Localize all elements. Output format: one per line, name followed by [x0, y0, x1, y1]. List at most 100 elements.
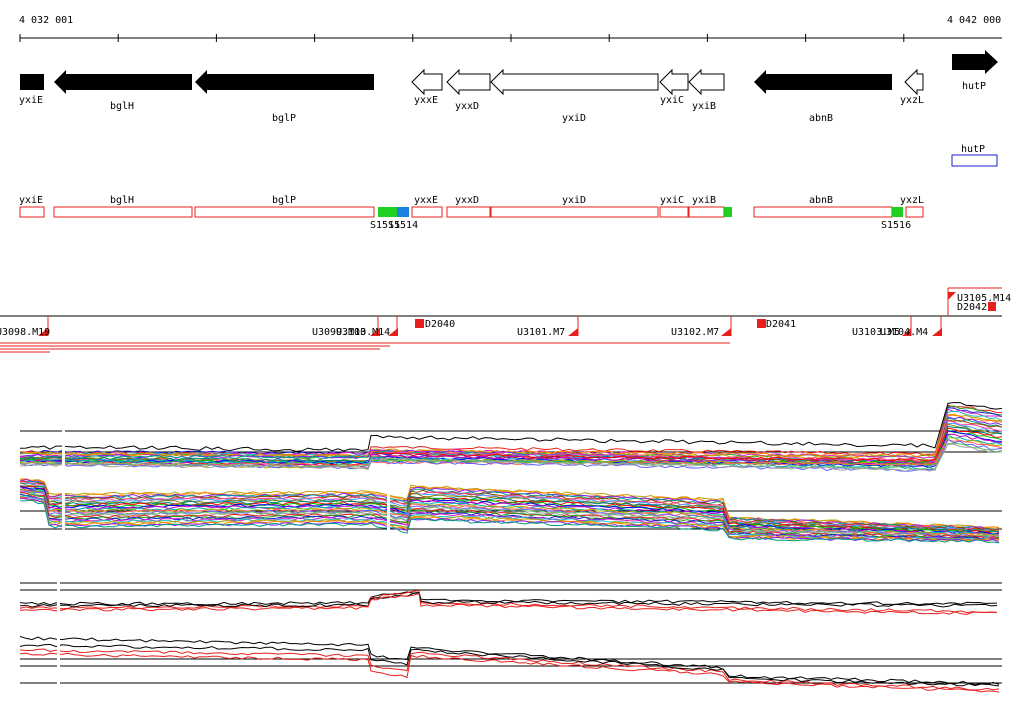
- segment-green-3[interactable]: [892, 207, 903, 217]
- tu-marker-d2041[interactable]: [757, 319, 766, 328]
- gene-arrow-abnb[interactable]: [754, 70, 892, 94]
- tu-label-u3103: U3103.M5: [852, 327, 900, 338]
- gene-arrow-yxxd[interactable]: [446, 68, 491, 96]
- expression-trace: [19, 439, 1003, 467]
- expression-trace: [19, 590, 998, 614]
- tu-marker-7[interactable]: [932, 328, 942, 336]
- tu-label-u3102: U3102.M7: [671, 327, 719, 338]
- expression-trace: [19, 414, 1003, 458]
- expression-trace: [19, 405, 1003, 460]
- cds-label-bglp: bglP: [272, 195, 296, 206]
- gene-label-abnb: abnB: [809, 113, 833, 124]
- pair-expression-traces: [19, 590, 1000, 693]
- cds-label-yxxd: yxxD: [455, 195, 479, 206]
- tu-label-u3100: U3100.M14: [336, 327, 390, 338]
- expression-trace: [19, 443, 1003, 472]
- gene-label-hutp: hutP: [962, 81, 986, 92]
- gene-track: yxiE bglH bglP yxxE yxxD yxiD yxiC yxiB …: [19, 50, 998, 124]
- expression-panel-multi: [19, 402, 1003, 544]
- tu-marker-5[interactable]: [721, 328, 731, 336]
- cds-box-yxic[interactable]: [659, 206, 689, 218]
- gene-arrow-hutp[interactable]: [952, 50, 998, 74]
- tu-marker-4[interactable]: [568, 328, 578, 336]
- expression-trace: [19, 592, 998, 608]
- cds-box-bglh[interactable]: [53, 206, 193, 218]
- expression-trace: [19, 648, 1000, 691]
- gene-label-bglh: bglH: [110, 101, 134, 112]
- cds-label-yxzl: yxzL: [900, 195, 924, 206]
- cds-box-yxie[interactable]: [19, 206, 45, 218]
- expression-trace: [19, 499, 1000, 544]
- expression-trace: [19, 433, 1003, 468]
- segment-green-2[interactable]: [724, 207, 732, 217]
- gene-arrow-bglp[interactable]: [195, 70, 374, 94]
- gene-arrow-yxie[interactable]: [20, 74, 44, 90]
- coordinate-ruler: 4 032 001 4 042 000: [19, 15, 1002, 42]
- gene-arrow-yxzl[interactable]: [904, 68, 924, 96]
- transcript-track: U3098.M19 U3099.M13 U3100.M14 D2040 U310…: [0, 287, 1011, 353]
- panel1-gap-2: [387, 478, 390, 533]
- gene-arrow-yxxe[interactable]: [411, 68, 443, 96]
- gene-label-bglp: bglP: [272, 113, 296, 124]
- gene-arrow-yxid[interactable]: [490, 68, 659, 96]
- cds-label-yxid: yxiD: [562, 195, 586, 206]
- gene-label-yxxe: yxxE: [414, 95, 438, 106]
- expression-trace: [19, 478, 1000, 530]
- expression-trace: [19, 652, 1000, 693]
- cds-label-abnb: abnB: [809, 195, 833, 206]
- cds-label-yxic: yxiC: [660, 195, 684, 206]
- panel1-gap: [62, 428, 65, 533]
- tu-label-u3098: U3098.M19: [0, 327, 50, 338]
- tu-marker-8[interactable]: [948, 292, 956, 300]
- feature-label-s1516: S1516: [881, 220, 911, 231]
- gene-label-yxic: yxiC: [660, 95, 684, 106]
- expression-trace: [19, 408, 1003, 459]
- hutp-feature: hutP: [951, 144, 998, 167]
- cds-box-yxxe[interactable]: [411, 206, 443, 218]
- tu-label-d2040: D2040: [425, 319, 455, 330]
- cds-box-yxid[interactable]: [490, 206, 659, 218]
- expression-panel-pair: [19, 580, 1002, 693]
- panel2-gap: [57, 580, 60, 686]
- ruler-start-label: 4 032 001: [19, 15, 73, 26]
- tu-marker-d2040[interactable]: [415, 319, 424, 328]
- expression-trace: [19, 643, 1000, 687]
- feature-label-s1514: S1514: [388, 220, 418, 231]
- segment-blue-1[interactable]: [397, 207, 409, 217]
- cds-box-yxib[interactable]: [688, 206, 725, 218]
- segment-green-1[interactable]: [378, 207, 397, 217]
- gene-label-yxie: yxiE: [19, 95, 43, 106]
- tu-marker-d2042[interactable]: [988, 302, 996, 311]
- cds-box-yxzl[interactable]: [905, 206, 924, 218]
- expression-trace: [19, 482, 1000, 533]
- tu-marker-1[interactable]: [38, 328, 48, 336]
- expression-trace: [19, 491, 999, 538]
- ruler-end-label: 4 042 000: [947, 15, 1001, 26]
- expression-trace: [19, 493, 1000, 540]
- gene-arrow-yxib[interactable]: [688, 68, 725, 96]
- ruler-ticks: [19, 34, 905, 42]
- cds-label-yxie: yxiE: [19, 195, 43, 206]
- gene-label-yxib: yxiB: [692, 101, 716, 112]
- tu-marker-6[interactable]: [902, 328, 911, 336]
- gene-label-yxid: yxiD: [562, 113, 586, 124]
- cds-track: yxiE bglH bglP yxxE yxxD yxiD yxiC yxiB …: [19, 195, 924, 231]
- expression-trace: [19, 592, 997, 615]
- hutp-box[interactable]: [951, 154, 998, 167]
- tu-marker-3[interactable]: [388, 328, 398, 336]
- gene-arrow-bglh[interactable]: [54, 70, 192, 94]
- tu-label-u3099: U3099.M13: [312, 327, 366, 338]
- tu-marker-2[interactable]: [370, 328, 380, 336]
- expression-trace: [19, 478, 1000, 531]
- hutp-box-label: hutP: [961, 144, 985, 155]
- gene-label-yxzl: yxzL: [900, 95, 924, 106]
- cds-box-abnb[interactable]: [753, 206, 893, 218]
- gene-arrow-yxic[interactable]: [659, 68, 689, 96]
- cds-label-yxxe: yxxE: [414, 195, 438, 206]
- cds-label-yxib: yxiB: [692, 195, 716, 206]
- expression-trace-black: [19, 402, 1003, 452]
- cds-box-bglp[interactable]: [194, 206, 375, 218]
- multi-expression-traces: [19, 402, 1003, 544]
- cds-box-yxxd[interactable]: [446, 206, 491, 218]
